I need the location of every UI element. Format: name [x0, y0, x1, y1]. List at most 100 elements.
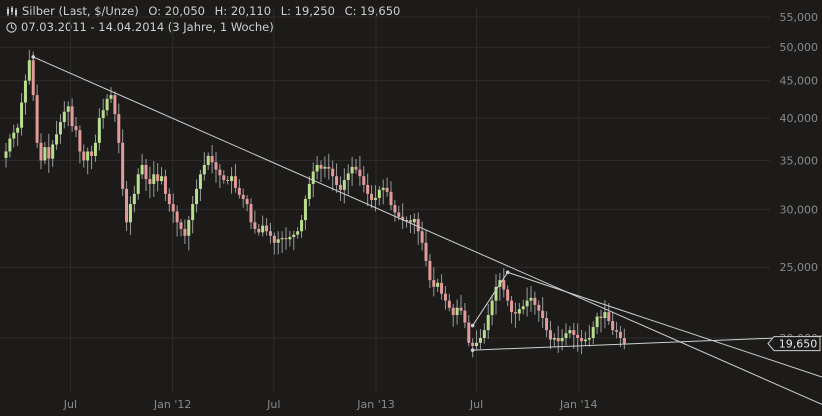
trend-line — [472, 272, 509, 326]
candle-body — [27, 60, 31, 81]
candle-body — [463, 310, 467, 323]
candle-body — [323, 166, 327, 169]
candle-body — [545, 318, 549, 331]
candle-body — [144, 164, 148, 180]
candle-body — [198, 174, 202, 189]
candle-body — [385, 187, 389, 192]
candle-body — [552, 338, 556, 340]
candle-body — [311, 171, 315, 184]
candle-body — [471, 342, 475, 347]
candle-body — [412, 219, 416, 223]
candle-body — [335, 176, 339, 185]
candle-body — [121, 142, 125, 189]
candle-body — [603, 312, 607, 319]
candle-body — [342, 180, 346, 190]
candle-body — [245, 198, 249, 205]
candle-body — [51, 144, 55, 159]
candle-body — [237, 187, 241, 195]
candle-body — [128, 204, 132, 223]
candle-body — [261, 225, 265, 233]
candle-body — [241, 194, 245, 199]
candle-body — [55, 134, 59, 145]
candle-body — [82, 151, 86, 161]
candle-body — [105, 98, 109, 111]
y-axis: 55,000 50,000 45,000 40,000 35,000 30,000 25,0… — [780, 11, 819, 345]
trend-line — [33, 56, 822, 405]
candle-body — [23, 80, 27, 103]
candle-body — [622, 338, 626, 344]
candle-body — [513, 312, 517, 314]
candle-body — [548, 330, 552, 340]
candle-body — [615, 330, 619, 332]
candle-body — [572, 330, 576, 335]
candle-body — [152, 174, 156, 184]
candle-body — [156, 174, 160, 182]
candles — [4, 49, 626, 358]
candle-body — [560, 338, 564, 342]
open-value: O: 20,050 — [148, 4, 205, 18]
candle-body — [31, 60, 35, 96]
candle-body — [436, 282, 440, 287]
candle-body — [338, 184, 342, 190]
candle-body — [90, 151, 94, 156]
candle-body — [408, 220, 412, 223]
candle-body — [62, 111, 66, 123]
candle-body — [537, 304, 541, 311]
candle-body — [20, 102, 24, 128]
candle-body — [556, 338, 560, 342]
candle-body — [510, 300, 514, 313]
candle-body — [86, 151, 90, 161]
candle-body — [389, 191, 393, 206]
candle-body — [16, 127, 20, 133]
y-tick-label: 40,000 — [780, 112, 819, 125]
candle-body — [93, 142, 97, 156]
candle-body — [618, 331, 622, 338]
candle-body — [276, 239, 280, 243]
candle-body — [580, 338, 584, 342]
candle-body — [541, 310, 545, 319]
candle-body — [47, 147, 51, 159]
candle-body — [607, 312, 611, 322]
trend-line — [507, 271, 822, 378]
candle-body — [233, 176, 237, 188]
candle-body — [362, 176, 366, 185]
candle-body — [354, 166, 358, 170]
candle-body — [459, 307, 463, 311]
trend-anchor — [31, 55, 36, 59]
candle-body — [346, 173, 350, 181]
candle-body — [494, 286, 498, 301]
candle-body — [416, 219, 420, 232]
candle-body — [265, 225, 269, 232]
candle-body — [163, 176, 167, 194]
candle-body — [195, 188, 199, 205]
candle-body — [443, 293, 447, 301]
candle-body — [482, 330, 486, 338]
candle-body — [160, 176, 164, 182]
candle-body — [257, 228, 261, 233]
candle-body — [101, 110, 105, 119]
x-axis: Jul Jan '12 Jul Jan '13 Jul Jan '14 — [63, 398, 598, 411]
trend-anchor — [470, 323, 475, 328]
candle-body — [125, 188, 129, 223]
candle-body — [455, 307, 459, 316]
candle-body — [191, 204, 195, 221]
candle-body — [214, 162, 218, 170]
candle-body — [109, 95, 113, 99]
candle-body — [568, 330, 572, 334]
candle-body — [319, 164, 323, 169]
candle-body — [222, 175, 226, 181]
candle-body — [39, 142, 43, 161]
candle-body — [440, 282, 444, 294]
candle-body — [432, 280, 436, 287]
candle-body — [451, 307, 455, 316]
candle-body — [373, 197, 377, 200]
candle-body — [506, 289, 510, 301]
candle-body — [591, 327, 595, 338]
last-price-label: 19,650 — [779, 338, 818, 351]
instrument-name: Silber (Last, $/Unze) — [22, 4, 139, 18]
candle-body — [370, 193, 374, 200]
trend-anchor — [470, 348, 475, 352]
x-tick-label: Jan '13 — [356, 398, 394, 411]
candle-body — [249, 204, 253, 223]
